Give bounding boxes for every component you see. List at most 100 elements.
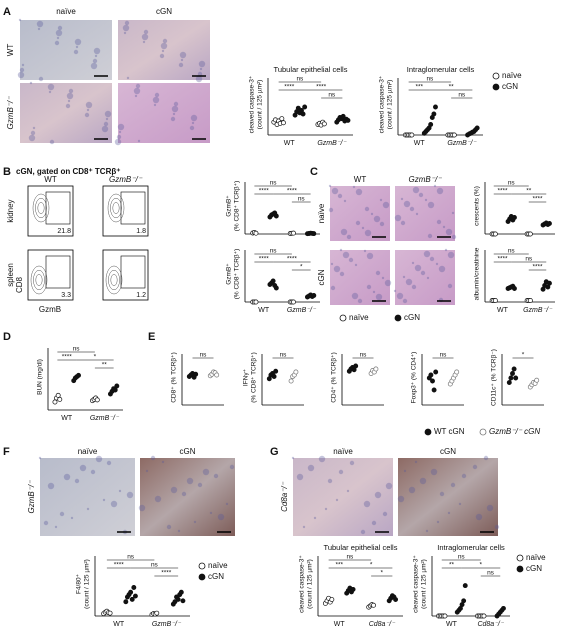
significance-label: ****: [114, 562, 125, 569]
tissue-texture: [397, 495, 405, 503]
tissue-texture: [436, 187, 444, 195]
y-axis-label: (count / 125 µm²): [387, 80, 394, 130]
y-axis-label: Foxp3⁺ (% CD4⁺): [411, 352, 418, 404]
flow-contour: [35, 197, 47, 219]
x-tick-label: WT: [284, 140, 296, 147]
y-axis-label: (% CD8⁺ TCRβ⁺): [234, 181, 241, 232]
significance-label: ****: [259, 256, 270, 263]
tissue-texture: [195, 75, 203, 83]
tissue-texture: [73, 49, 79, 55]
significance-label: *: [522, 352, 525, 359]
tissue-texture: [162, 38, 168, 44]
data-point: [442, 613, 448, 619]
significance-label: ****: [287, 256, 298, 263]
tissue-texture: [47, 482, 55, 490]
tissue-texture: [414, 460, 418, 464]
tissue-texture: [43, 520, 49, 526]
data-point: [273, 368, 279, 374]
y-axis-label: GzmB⁺: [226, 195, 233, 217]
tissue-texture: [429, 256, 435, 262]
x-tick-label: WT: [414, 140, 426, 147]
x-tick-label: WT: [497, 307, 509, 314]
significance-label: ns: [296, 76, 304, 83]
tissue-texture: [370, 212, 374, 216]
x-tick-label: GzmB⁻/⁻: [317, 140, 347, 147]
legend-marker: [339, 314, 347, 322]
tissue-texture: [213, 473, 219, 479]
data-point: [430, 378, 435, 384]
panel-label: E: [148, 331, 155, 343]
data-point: [513, 375, 519, 381]
significance-label: *: [380, 570, 383, 577]
tissue-texture: [363, 249, 367, 253]
tissue-texture: [118, 130, 122, 134]
significance-label: ****: [259, 188, 270, 195]
tissue-texture: [154, 92, 160, 98]
panel-label: A: [3, 6, 11, 18]
tissue-texture: [179, 51, 187, 59]
flow-gate: [45, 255, 71, 289]
micrograph: [398, 458, 498, 536]
legend-marker: [492, 83, 500, 91]
y-axis-label: albumin/creatinine: [474, 247, 481, 300]
tissue-texture: [28, 134, 36, 142]
tissue-texture: [122, 24, 130, 32]
row-label: GzmB⁻/⁻: [6, 96, 15, 130]
tissue-texture: [339, 248, 343, 252]
significance-label: ns: [151, 562, 159, 569]
row-label: WT: [6, 44, 15, 57]
tissue-texture: [327, 478, 333, 484]
tissue-texture: [180, 58, 184, 62]
significance-label: ns: [73, 346, 81, 353]
x-tick-label: WT: [113, 621, 125, 628]
data-point: [280, 120, 286, 126]
tissue-texture: [75, 45, 79, 49]
tissue-texture: [375, 293, 383, 301]
flow-gate: [45, 191, 71, 225]
data-point: [55, 392, 61, 398]
tissue-texture: [379, 198, 383, 202]
micrograph: [330, 250, 390, 305]
data-point: [492, 231, 498, 237]
tissue-texture: [38, 76, 44, 82]
data-point: [128, 589, 134, 595]
significance-label: ns: [328, 92, 336, 99]
legend-label: naïve: [502, 71, 522, 80]
tissue-texture: [333, 265, 341, 273]
tissue-texture: [405, 278, 413, 286]
row-label: cGN: [317, 269, 326, 285]
panel-label: F: [3, 446, 10, 458]
y-axis-label: cleaved caspase-3⁺: [413, 555, 420, 613]
tissue-texture: [134, 94, 138, 98]
legend-marker: [394, 314, 402, 322]
legend-label: cGN: [526, 564, 542, 573]
tissue-texture: [110, 500, 118, 508]
tissue-texture: [340, 228, 348, 236]
tissue-texture: [411, 284, 417, 290]
column-label: naïve: [56, 7, 76, 16]
tissue-texture: [302, 525, 306, 529]
tissue-texture: [193, 520, 197, 524]
tissue-texture: [442, 225, 446, 229]
tissue-texture: [225, 502, 229, 506]
tissue-texture: [355, 188, 363, 196]
tissue-texture: [209, 511, 213, 515]
tissue-texture: [408, 486, 416, 494]
tissue-texture: [313, 516, 317, 520]
tissue-texture: [412, 186, 420, 194]
column-label: GzmB⁻/⁻: [109, 175, 143, 184]
tissue-texture: [379, 221, 385, 227]
tissue-texture: [94, 54, 98, 58]
tissue-texture: [445, 228, 453, 236]
legend-marker: [424, 428, 432, 436]
tissue-texture: [400, 197, 404, 201]
tissue-texture: [374, 491, 382, 499]
data-point: [373, 366, 379, 372]
data-point: [253, 230, 259, 236]
tissue-texture: [36, 20, 44, 28]
tissue-texture: [426, 276, 430, 280]
data-point: [353, 363, 359, 369]
data-point: [291, 299, 296, 305]
tissue-texture: [355, 220, 361, 226]
flow-gate: [120, 191, 146, 225]
